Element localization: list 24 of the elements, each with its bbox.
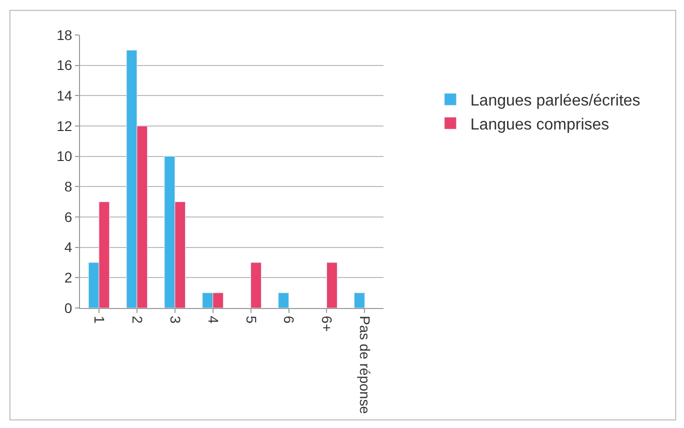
y-tick-label: 18: [56, 26, 72, 43]
x-tick-label: 6+: [319, 316, 336, 332]
y-tick-label: 10: [56, 148, 72, 164]
y-tick-label: 6: [64, 208, 72, 225]
x-tick-label: 3: [167, 316, 184, 324]
x-tick-label: 6: [281, 316, 298, 324]
bar: [326, 262, 338, 308]
y-tick-label: 8: [64, 178, 72, 195]
y-tick-label: 12: [56, 118, 72, 134]
bar: [354, 292, 365, 308]
y-tick-label: 14: [56, 88, 72, 104]
x-tick-label: 4: [205, 316, 222, 324]
y-tick-label: 16: [56, 57, 72, 74]
y-tick-label: 4: [64, 239, 72, 256]
y-tick-label: 0: [64, 300, 72, 316]
bar: [278, 292, 290, 308]
x-tick-label: Pas de réponse: [357, 316, 374, 414]
x-tick-label: 1: [91, 316, 108, 324]
legend-label: Langues comprises: [470, 116, 610, 134]
legend-label: Langues parlées/écrites: [470, 92, 640, 110]
y-tick-label: 2: [64, 270, 72, 286]
x-tick-label: 2: [129, 316, 146, 324]
bar: [250, 262, 262, 308]
x-tick-label: 5: [243, 316, 260, 324]
